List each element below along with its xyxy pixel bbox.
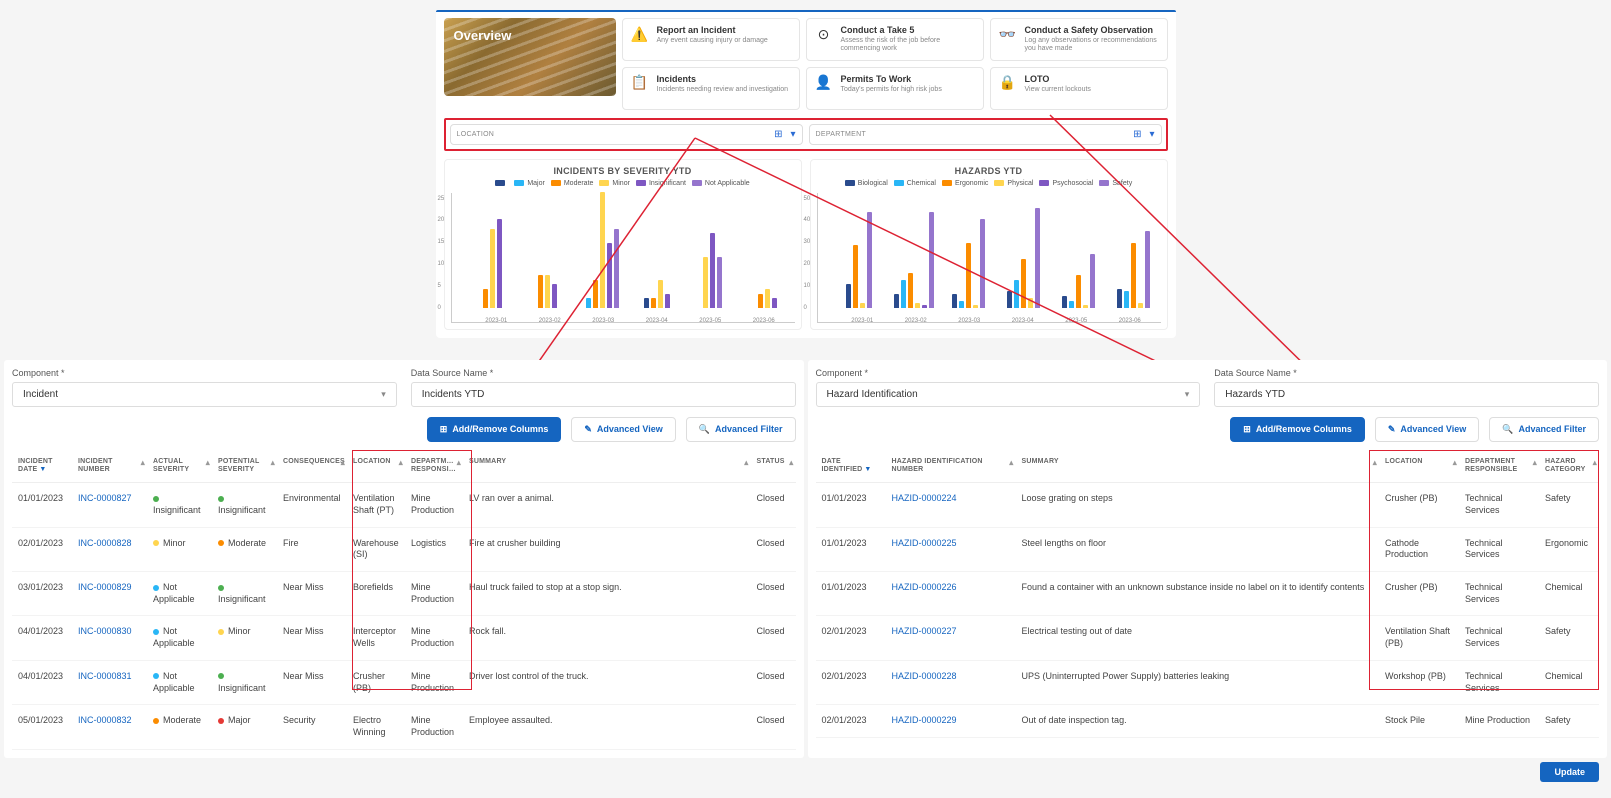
incident-link[interactable]: INC-0000832 — [78, 715, 132, 725]
hazard-link[interactable]: HAZID-0000226 — [892, 582, 957, 592]
table-row: 02/01/2023 HAZID-0000227 Electrical test… — [816, 616, 1600, 660]
chevron-down-icon: ▾ — [1149, 129, 1154, 140]
hazards-table: DATE IDENTIFIED▼HAZARD IDENTIFICATION NU… — [816, 450, 1600, 738]
chevron-down-icon: ▾ — [790, 129, 795, 140]
tile-icon: ⊙ — [815, 25, 833, 43]
column-header[interactable]: LOCATION▴ — [1379, 450, 1459, 483]
column-header[interactable]: HAZARD IDENTIFICATION NUMBER▴ — [886, 450, 1016, 483]
filter-bar: LOCATION ⊞▾ DEPARTMENT ⊞▾ — [444, 118, 1168, 151]
hazard-link[interactable]: HAZID-0000229 — [892, 715, 957, 725]
datasource-input[interactable]: Incidents YTD — [411, 382, 796, 407]
hazard-link[interactable]: HAZID-0000228 — [892, 671, 957, 681]
hazards-chart: HAZARDS YTD BiologicalChemicalErgonomicP… — [810, 159, 1168, 330]
org-icon: ⊞ — [774, 129, 782, 140]
org-icon: ⊞ — [1133, 129, 1141, 140]
table-row: 01/01/2023 HAZID-0000224 Loose grating o… — [816, 483, 1600, 527]
hazard-link[interactable]: HAZID-0000225 — [892, 538, 957, 548]
action-tile[interactable]: ⚠️ Report an IncidentAny event causing i… — [622, 18, 800, 61]
hazard-link[interactable]: HAZID-0000224 — [892, 493, 957, 503]
action-tile[interactable]: 📋 IncidentsIncidents needing review and … — [622, 67, 800, 110]
overview-title: Overview — [454, 28, 512, 43]
column-header[interactable]: DEPARTMENT RESPONSIBLE▴ — [1459, 450, 1539, 483]
column-header[interactable]: DEPARTM… RESPONSI…▴ — [405, 450, 463, 483]
column-header[interactable]: INCIDENT DATE▼ — [12, 450, 72, 483]
location-filter[interactable]: LOCATION ⊞▾ — [450, 124, 803, 145]
incidents-table: INCIDENT DATE▼INCIDENT NUMBER▴ACTUAL SEV… — [12, 450, 796, 750]
advanced-view-button[interactable]: ✎ Advanced View — [1375, 417, 1479, 442]
overview-dashboard: Overview ⚠️ Report an IncidentAny event … — [436, 10, 1176, 338]
table-row: 04/01/2023 INC-0000831 Not Applicable In… — [12, 660, 796, 704]
incidents-chart: INCIDENTS BY SEVERITY YTD MajorModerateM… — [444, 159, 802, 330]
incident-link[interactable]: INC-0000830 — [78, 626, 132, 636]
table-row: 01/01/2023 HAZID-0000225 Steel lengths o… — [816, 527, 1600, 571]
datasource-input[interactable]: Hazards YTD — [1214, 382, 1599, 407]
component-select[interactable]: Incident▾ — [12, 382, 397, 407]
advanced-filter-button[interactable]: 🔍 Advanced Filter — [686, 417, 796, 442]
department-filter[interactable]: DEPARTMENT ⊞▾ — [809, 124, 1162, 145]
incident-link[interactable]: INC-0000827 — [78, 493, 132, 503]
action-tile[interactable]: 🔒 LOTOView current lockouts — [990, 67, 1168, 110]
hazard-link[interactable]: HAZID-0000227 — [892, 626, 957, 636]
action-tile[interactable]: 👓 Conduct a Safety ObservationLog any ob… — [990, 18, 1168, 61]
add-remove-cols-button[interactable]: ⊞ Add/Remove Columns — [427, 417, 562, 442]
incident-link[interactable]: INC-0000828 — [78, 538, 132, 548]
column-header[interactable]: DATE IDENTIFIED▼ — [816, 450, 886, 483]
column-header[interactable]: SUMMARY▴ — [1016, 450, 1380, 483]
table-row: 05/01/2023 INC-0000832 Moderate Major Se… — [12, 705, 796, 749]
table-row: 01/01/2023 INC-0000827 Insignificant Ins… — [12, 483, 796, 527]
column-header[interactable]: SUMMARY▴ — [463, 450, 751, 483]
column-header[interactable]: HAZARD CATEGORY▴ — [1539, 450, 1599, 483]
component-select[interactable]: Hazard Identification▾ — [816, 382, 1201, 407]
incident-link[interactable]: INC-0000831 — [78, 671, 132, 681]
overview-hero: Overview — [444, 18, 616, 96]
column-header[interactable]: INCIDENT NUMBER▴ — [72, 450, 147, 483]
action-tile[interactable]: 👤 Permits To WorkToday's permits for hig… — [806, 67, 984, 110]
table-row: 03/01/2023 INC-0000829 Not Applicable In… — [12, 572, 796, 616]
incident-link[interactable]: INC-0000829 — [78, 582, 132, 592]
advanced-filter-button[interactable]: 🔍 Advanced Filter — [1489, 417, 1599, 442]
table-row: 02/01/2023 HAZID-0000229 Out of date ins… — [816, 705, 1600, 738]
table-row: 02/01/2023 INC-0000828 Minor Moderate Fi… — [12, 527, 796, 571]
action-tile[interactable]: ⊙ Conduct a Take 5Assess the risk of the… — [806, 18, 984, 61]
advanced-view-button[interactable]: ✎ Advanced View — [571, 417, 675, 442]
column-header[interactable]: CONSEQUENCES▴ — [277, 450, 347, 483]
tile-icon: 👓 — [999, 25, 1017, 43]
tile-icon: ⚠️ — [631, 25, 649, 43]
incidents-grid-panel: Component * Incident▾ Data Source Name *… — [4, 360, 804, 758]
update-button[interactable]: Update — [1540, 762, 1599, 782]
column-header[interactable]: ACTUAL SEVERITY▴ — [147, 450, 212, 483]
hazards-grid-panel: Component * Hazard Identification▾ Data … — [808, 360, 1608, 758]
tile-icon: 👤 — [815, 74, 833, 92]
tile-icon: 📋 — [631, 74, 649, 92]
tile-icon: 🔒 — [999, 74, 1017, 92]
column-header[interactable]: POTENTIAL SEVERITY▴ — [212, 450, 277, 483]
column-header[interactable]: LOCATION▴ — [347, 450, 405, 483]
table-row: 04/01/2023 INC-0000830 Not Applicable Mi… — [12, 616, 796, 660]
table-row: 02/01/2023 HAZID-0000228 UPS (Uninterrup… — [816, 660, 1600, 704]
column-header[interactable]: STATUS▴ — [751, 450, 796, 483]
table-row: 01/01/2023 HAZID-0000226 Found a contain… — [816, 572, 1600, 616]
add-remove-cols-button[interactable]: ⊞ Add/Remove Columns — [1230, 417, 1365, 442]
